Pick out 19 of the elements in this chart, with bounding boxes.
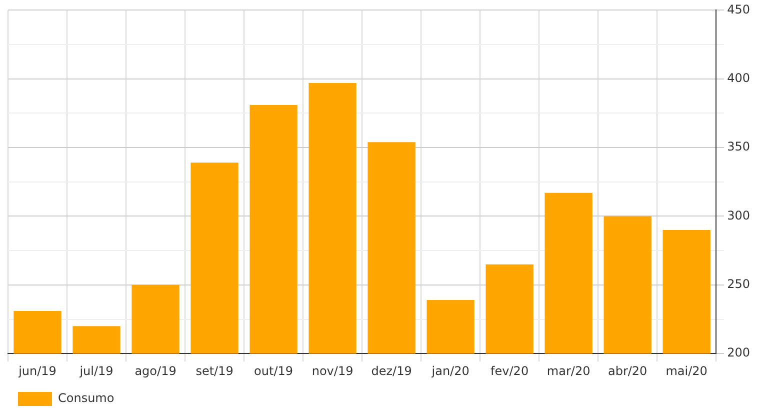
- x-tick-label: abr/20: [608, 364, 648, 378]
- x-tick-label: set/19: [196, 364, 234, 378]
- x-tick-label: out/19: [254, 364, 294, 378]
- x-tick-label: mar/20: [546, 364, 590, 378]
- x-tick-label: jul/19: [78, 364, 114, 378]
- legend-label: Consumo: [58, 391, 114, 406]
- x-tick-label: jan/20: [430, 364, 470, 378]
- y-tick-label: 200: [727, 346, 750, 360]
- x-tick-label: nov/19: [312, 364, 354, 378]
- x-tick-label: dez/19: [371, 364, 412, 378]
- y-tick-label: 250: [727, 277, 750, 292]
- y-tick-label: 450: [727, 2, 750, 16]
- x-tick-label: jun/19: [18, 364, 56, 378]
- x-tick-label: fev/20: [490, 364, 529, 378]
- x-tick-label: ago/19: [134, 364, 176, 378]
- y-tick-label: 300: [727, 208, 750, 222]
- y-tick-label: 400: [727, 71, 750, 86]
- x-tick-label: mai/20: [666, 364, 708, 378]
- y-tick-label: 350: [727, 140, 750, 154]
